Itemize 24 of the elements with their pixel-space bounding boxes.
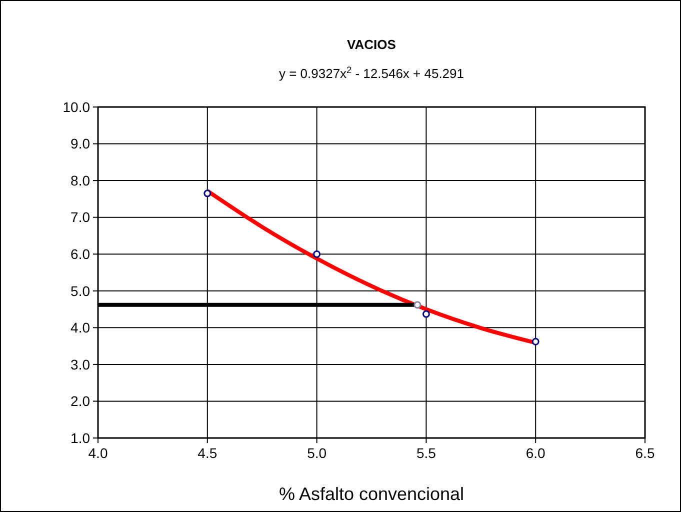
y-tick-label: 1.0: [70, 430, 90, 446]
point: [313, 250, 321, 258]
y-tick-label: 8.0: [70, 172, 90, 188]
y-tick-label: 2.0: [70, 393, 90, 410]
x-tick-label: 4.0: [88, 445, 108, 461]
y-tick-label: 9.0: [70, 136, 90, 152]
point: [204, 190, 212, 198]
x-tick-label: 5.0: [307, 445, 327, 461]
chart-title: VACIOS: [347, 37, 396, 52]
text: y = 0.9327x$^{2}$ - 12.546x + 45.291: [278, 65, 464, 81]
x-tick-label: 5.5: [416, 445, 436, 461]
x-tick-label: 6.5: [635, 445, 655, 461]
y-tick-label: 6.0: [70, 246, 90, 262]
y-tick-label: 3.0: [70, 356, 90, 372]
y-tick-label: 4.0: [70, 320, 90, 336]
point: [414, 301, 422, 309]
x-axis-title: % Asfalto convencional: [278, 484, 464, 504]
y-tick-label: 7.0: [70, 209, 90, 226]
x-tick-label: 4.5: [198, 445, 218, 461]
y-tick-label: 10.0: [62, 98, 90, 115]
x-tick-label: 6.0: [526, 445, 546, 461]
point: [422, 310, 430, 318]
y-tick-label: 5.0: [70, 282, 90, 299]
point: [532, 338, 540, 346]
